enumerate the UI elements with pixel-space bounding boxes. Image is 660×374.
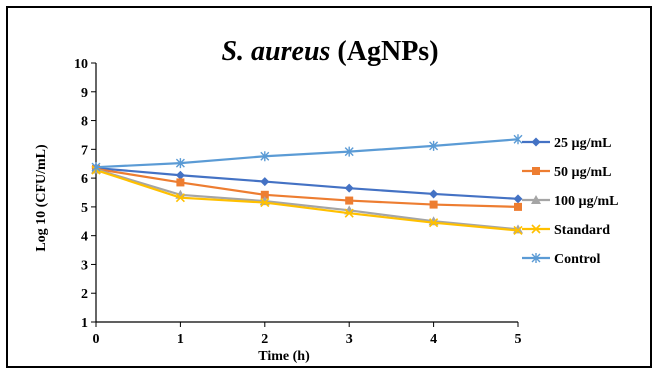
legend-item: Control <box>522 252 601 267</box>
legend-label: 100 µg/mL <box>554 194 618 209</box>
x-tick-labels: 0 1 2 3 4 5 <box>93 322 522 347</box>
y-tick-label: 8 <box>81 115 88 130</box>
data-point-square <box>514 202 522 211</box>
y-tick-label: 9 <box>81 86 88 101</box>
legend-label: 50 µg/mL <box>554 165 611 180</box>
y-tick-label: 3 <box>81 258 88 273</box>
data-point-asterisk <box>344 146 354 157</box>
data-point-diamond <box>175 170 185 180</box>
data-point-square <box>345 196 354 205</box>
x-tick-label: 0 <box>93 332 100 347</box>
y-axis-label: Log 10 (CFU/mL) <box>34 144 49 252</box>
data-point-cross <box>513 225 523 236</box>
axes <box>95 63 518 323</box>
y-tick-label: 2 <box>81 287 88 302</box>
data-point-diamond <box>531 137 541 147</box>
data-point-square <box>532 167 540 175</box>
legend-item: 50 µg/mL <box>522 165 611 180</box>
series-line <box>95 167 519 208</box>
chart-title: S. aureus (AgNPs) <box>221 36 438 67</box>
data-point-square <box>429 200 438 209</box>
data-point-asterisk <box>91 162 101 173</box>
legend: 25 µg/mL 50 µg/mL 100 µg/mL Standard Control <box>522 136 618 267</box>
series-line <box>95 166 519 200</box>
data-point-square <box>260 190 269 199</box>
x-tick-label: 1 <box>177 332 184 347</box>
data-point-asterisk <box>531 253 541 263</box>
x-tick-label: 2 <box>261 332 268 347</box>
y-tick-label: 7 <box>81 143 88 158</box>
x-tick-label: 3 <box>346 332 353 347</box>
series-4 <box>91 134 523 173</box>
legend-item: 25 µg/mL <box>522 136 611 151</box>
y-tick-label: 6 <box>81 172 88 187</box>
series-group <box>91 134 523 236</box>
series-2 <box>91 164 523 234</box>
data-point-cross <box>344 208 354 218</box>
series-line <box>95 169 519 232</box>
data-point-cross <box>260 198 270 208</box>
legend-item: Standard <box>522 223 610 238</box>
legend-label: 25 µg/mL <box>554 136 611 151</box>
legend-label: Control <box>554 252 601 267</box>
data-point-asterisk <box>175 158 185 169</box>
data-point-cross <box>531 224 541 234</box>
x-tick-label: 4 <box>430 332 437 347</box>
data-point-diamond <box>513 194 523 204</box>
chart-title-rest: (AgNPs) <box>330 36 438 67</box>
data-point-cross <box>429 218 439 228</box>
y-tick-labels: 1 2 3 4 5 6 7 8 9 10 <box>74 57 96 331</box>
data-point-square <box>176 178 185 187</box>
series-3 <box>91 165 523 236</box>
series-line <box>95 168 519 231</box>
data-point-asterisk <box>260 151 270 162</box>
series-line <box>95 138 519 169</box>
y-tick-label: 10 <box>74 57 88 72</box>
data-point-cross <box>175 193 185 203</box>
data-point-diamond <box>429 189 439 199</box>
chart-title-italic: S. aureus <box>221 36 330 67</box>
y-tick-label: 4 <box>81 230 88 245</box>
legend-label: Standard <box>554 223 610 238</box>
x-tick-label: 5 <box>515 332 522 347</box>
data-point-diamond <box>260 177 270 187</box>
data-point-asterisk <box>429 140 439 151</box>
legend-item: 100 µg/mL <box>522 194 618 209</box>
x-axis-label: Time (h) <box>258 349 310 364</box>
y-tick-label: 1 <box>81 316 88 331</box>
data-point-asterisk <box>513 134 523 145</box>
y-tick-label: 5 <box>81 201 88 216</box>
data-point-diamond <box>344 183 354 193</box>
data-point-triangle <box>531 195 541 204</box>
